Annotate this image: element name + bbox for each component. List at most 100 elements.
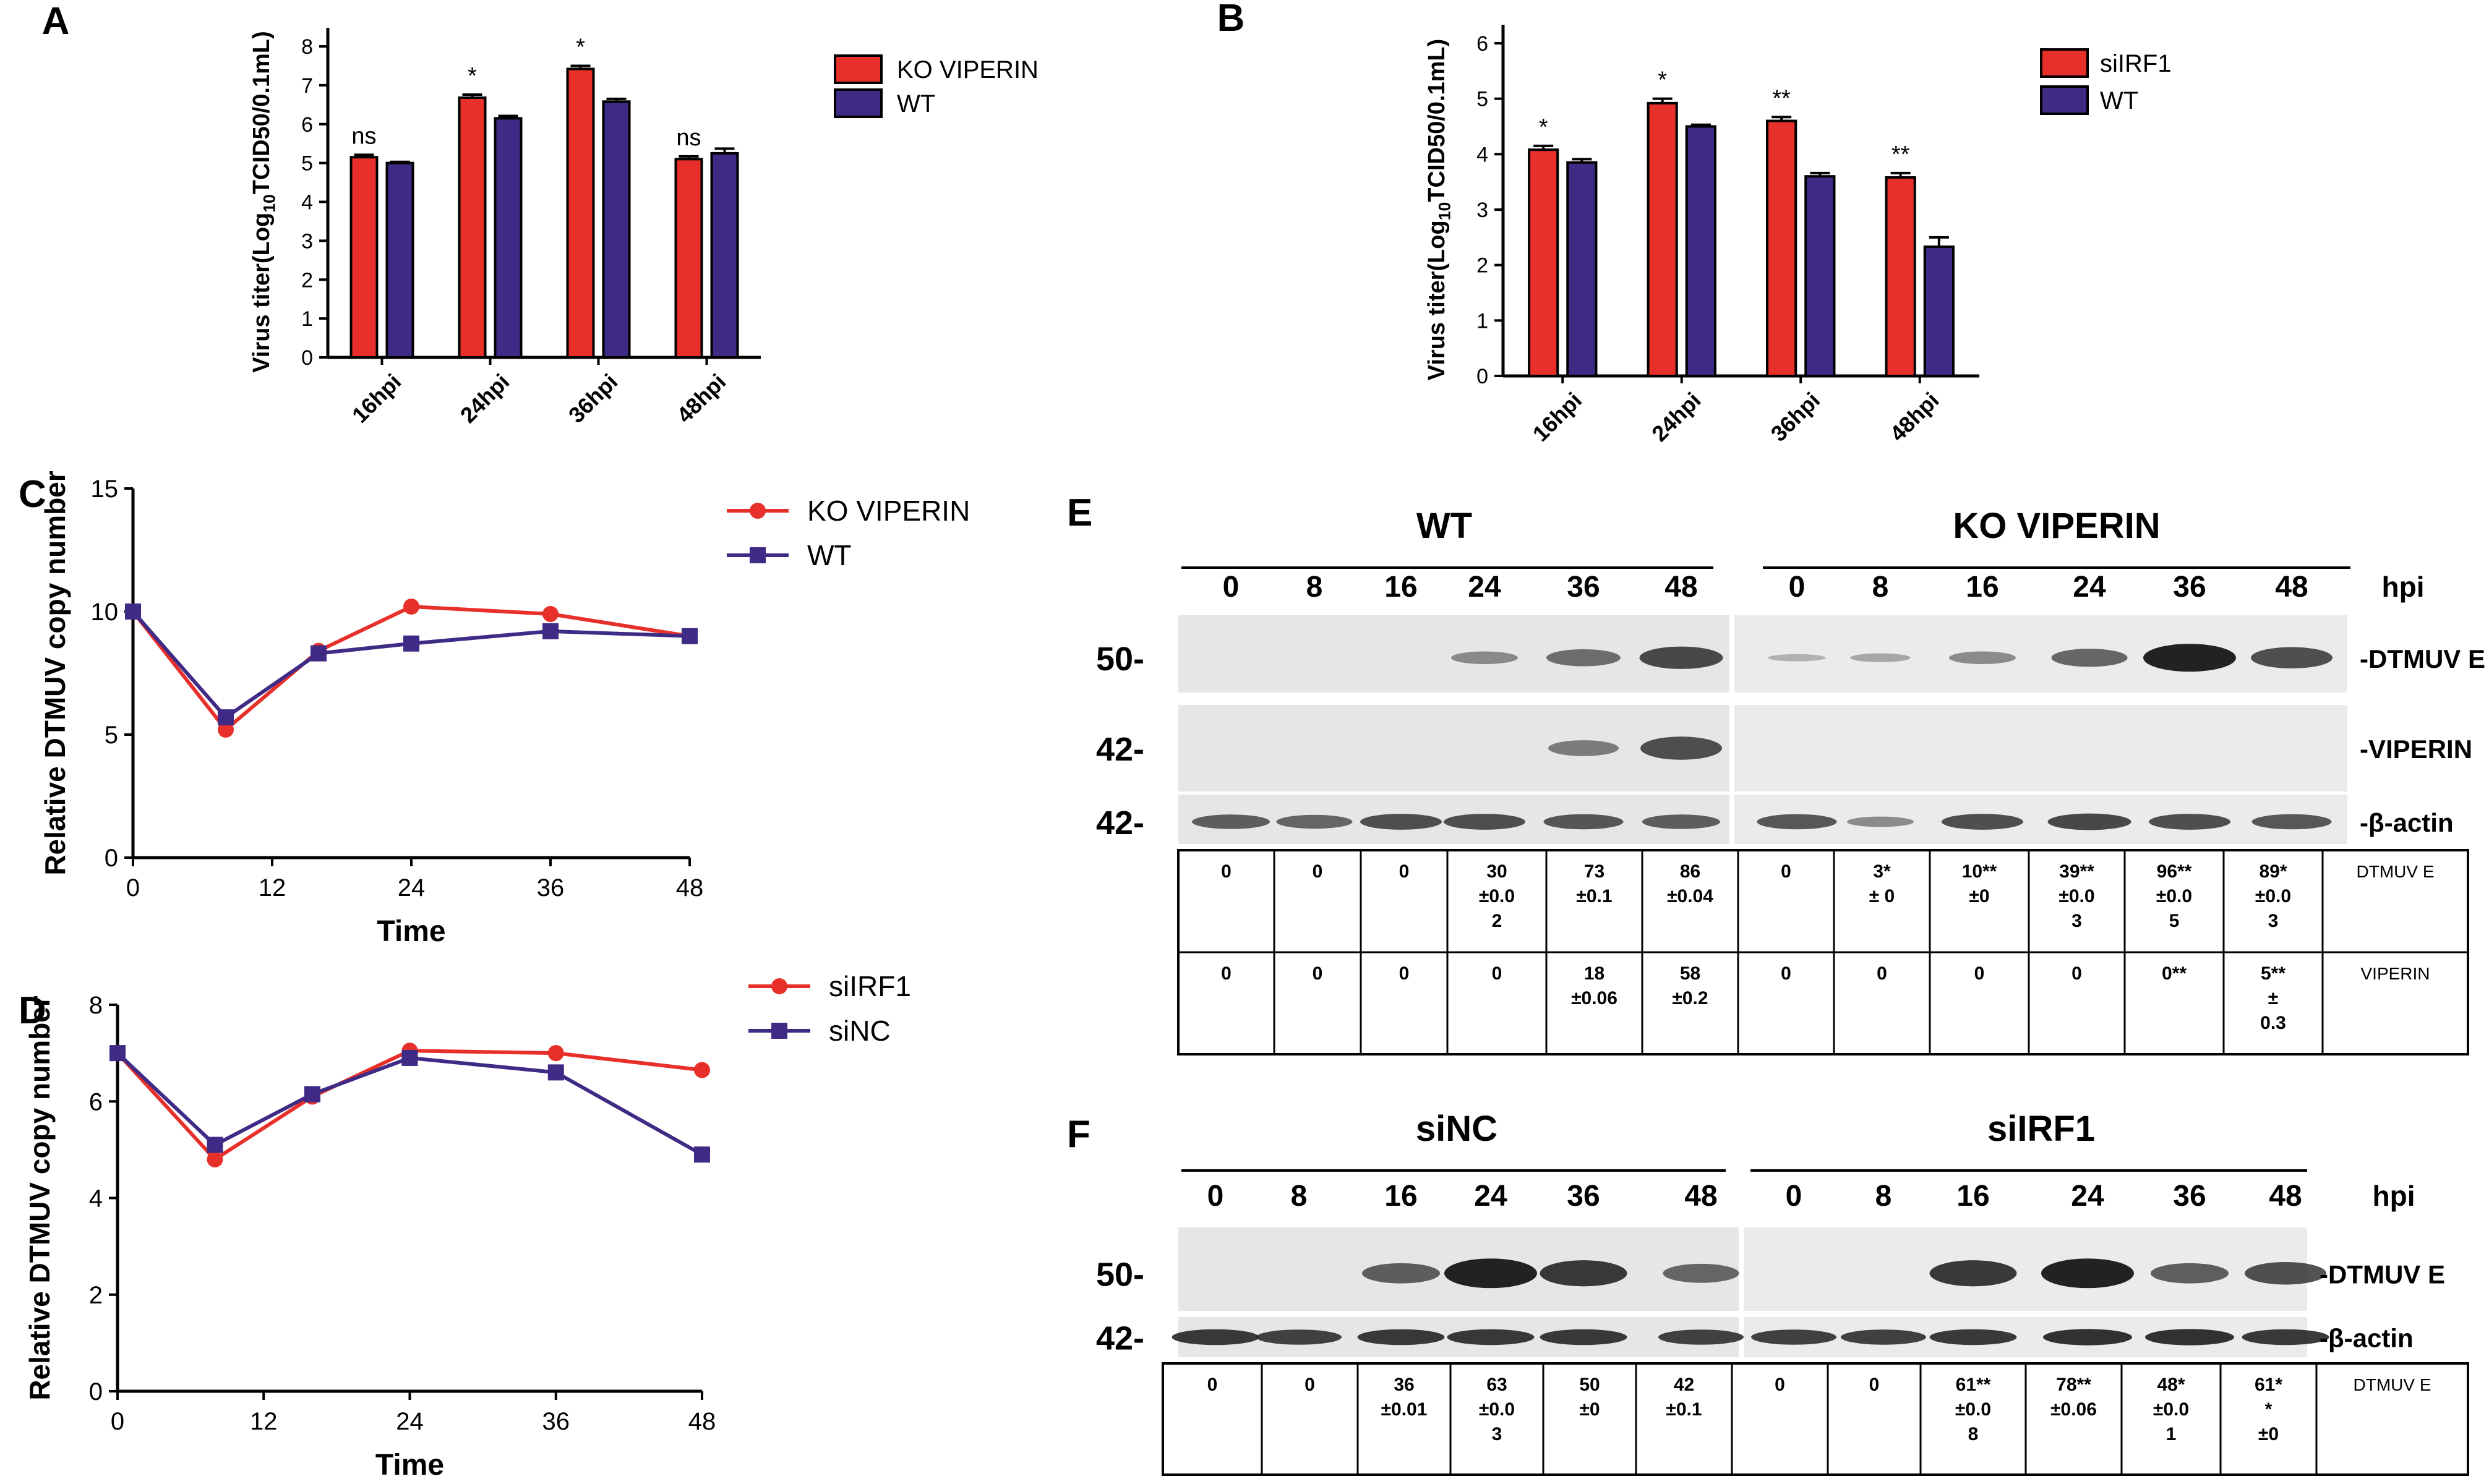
y-tick-label: 8 [301,35,313,59]
table-cell-value: 2 [1492,911,1502,931]
x-tick-label: 48hpi [1885,387,1943,446]
significance-mark: * [1658,67,1667,93]
series-line-ko-viperin [131,605,690,733]
table-cell-value: ±0.0 [2153,1399,2189,1420]
series-line-wt [131,610,690,720]
band-label: -β-actin [2320,1324,2414,1353]
table-cell-value: 0 [1221,861,1232,882]
table-cell-value: 3* [1873,861,1891,882]
y-axis-label: Virus titer(Log10TCID50/0.1mL) [249,31,279,373]
hpi-label: hpi [2382,571,2425,603]
group-label: siIRF1 [1987,1109,2095,1149]
protein-band [1640,736,1722,760]
x-tick-label: 36 [537,874,565,902]
protein-band [1841,1329,1926,1345]
blot-membrane [1734,795,2347,844]
table-cell-value: 0 [1207,1375,1218,1395]
table-cell-value: 36 [1394,1375,1414,1395]
table-cell-value: ±0.04 [1667,886,1713,906]
panel-a-bar-chart: A Virus titer(Log10TCID50/0.1mL) 0 1 2 3 4 5 6 7 8… [42,0,1039,428]
y-tick-label: 1 [1476,309,1488,333]
table-cell-value: 0 [1492,963,1502,984]
molecular-weight-marker: 50- [1096,1256,1144,1293]
x-tick-label: 24hpi [455,369,514,427]
lane-label: 36 [2173,1180,2206,1213]
x-axis-label: Time [377,915,445,948]
table-cell-value: 50 [1579,1375,1600,1395]
bar-wt [710,151,739,359]
band-label: -β-actin [2360,808,2454,837]
protein-band [1276,814,1353,829]
lane-label: 8 [1306,571,1323,603]
y-tick-label: 6 [1476,32,1488,56]
data-point [542,623,559,639]
lane-label: 16 [1384,1180,1417,1213]
panel-letter: B [1217,0,1245,40]
table-cell-value: 39** [2059,861,2094,882]
x-tick-label: 36 [542,1408,570,1435]
y-tick-label: 6 [301,113,313,137]
protein-band [1929,1329,2017,1345]
band-label: -DTMUV E [2320,1260,2445,1289]
protein-band [1548,740,1619,756]
data-point [401,1049,418,1066]
table-cell-value: * [2265,1399,2273,1420]
molecular-weight-marker: 42- [1096,804,1144,842]
y-tick-label: 3 [301,229,313,253]
legend-label-siirf1: siIRF1 [829,970,911,1002]
data-point [218,722,234,738]
table-cell-value: 42 [1674,1375,1694,1395]
protein-band [2043,1329,2132,1345]
lane-label: 24 [2073,571,2106,603]
protein-band [1642,814,1720,829]
lane-label: 16 [1384,571,1417,603]
series-line-siirf1 [116,1049,703,1162]
y-tick-label: 2 [89,1282,103,1309]
legend-marker [750,547,766,563]
table-cell-value: ± [2268,988,2278,1009]
x-tick-label: 12 [250,1408,278,1435]
y-tick-label: 6 [89,1088,103,1115]
significance-mark: ns [676,125,701,151]
y-tick-label: 10 [91,599,119,626]
legend-label-wt: WT [807,539,852,571]
panel-letter: C [19,473,46,516]
protein-band [1540,1329,1627,1345]
group-label: KO VIPERIN [1953,506,2160,546]
table-cell-value: 0 [1399,861,1410,882]
protein-band [1362,1263,1440,1284]
panel-e-western-blot: E WT KO VIPERIN 0 8 16 24 36 48 0 8 16 24 36 48 hpi 50- -… [1067,492,2485,1055]
bar-siirf1 [1528,148,1559,377]
legend-label-siirf1: siIRF1 [2100,50,2172,77]
x-tick-label: 36hpi [1766,387,1825,446]
y-tick-label: 1 [301,307,313,331]
x-tick-label: 24 [396,1408,424,1435]
ylabel-subscript: 10 [260,194,279,213]
lane-label: 0 [1786,1180,1802,1213]
table-cell-value: 0 [1869,1375,1880,1395]
bar-siirf1 [1647,101,1678,377]
x-tick-label: 24hpi [1647,387,1705,446]
lane-label: 48 [2269,1180,2302,1213]
y-tick-label: 0 [1476,365,1488,388]
y-tick-label: 7 [301,74,313,98]
data-point [207,1136,223,1153]
legend-swatch-ko-viperin [834,54,883,84]
table-cell-value: 0** [2162,963,2187,984]
data-point [304,1086,320,1102]
protein-band [1543,814,1624,830]
protein-band [2242,1329,2329,1345]
ylabel-part: Virus titer(Log [1424,220,1450,380]
y-tick-label: 0 [301,346,313,370]
bar-siirf1 [1885,176,1916,377]
protein-band [1751,1329,1836,1345]
molecular-weight-marker: 42- [1096,1320,1144,1357]
lane-label: 16 [1966,571,1998,603]
bar-ko-viperin [566,67,595,359]
table-cell-value: ±0.1 [1666,1399,1702,1420]
lane-label: 16 [1956,1180,1989,1213]
bar-wt [602,100,631,359]
significance-mark: * [1539,114,1548,140]
table-cell-value: 5 [2169,911,2180,931]
panel-letter: D [19,989,46,1032]
